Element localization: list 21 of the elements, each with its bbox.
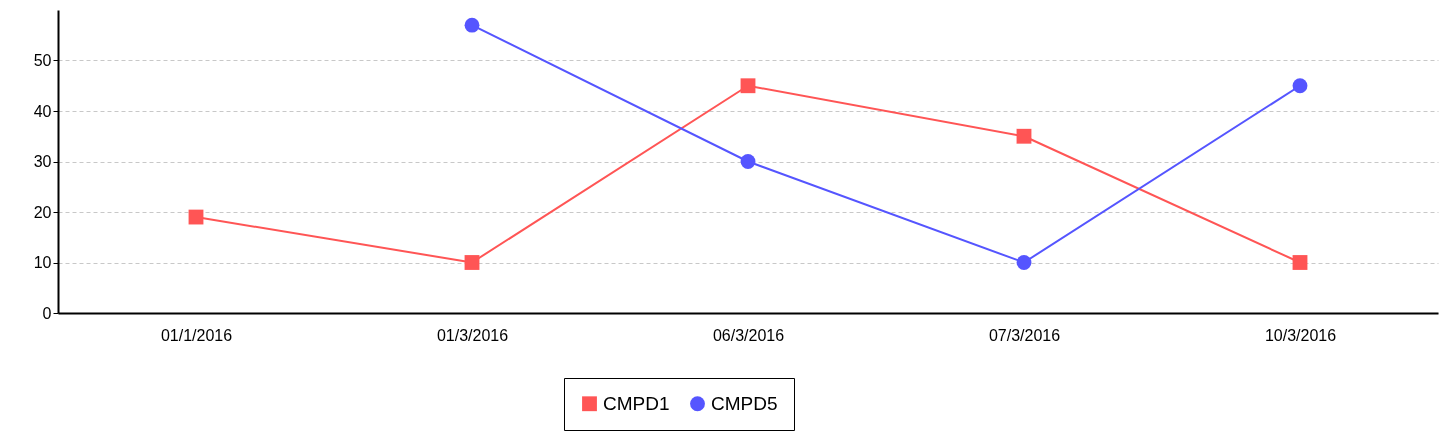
y-tick-label: 30: [33, 153, 52, 170]
y-tick-label: 50: [33, 52, 52, 69]
x-tick-label: 06/3/2016: [712, 326, 785, 344]
point: [1292, 255, 1308, 270]
x-tick-label: 10/3/2016: [1264, 326, 1337, 344]
point: [1016, 128, 1032, 144]
x-tick-label: 01/3/2016: [436, 326, 509, 344]
y-tick-label: 0: [42, 304, 52, 322]
point: [464, 17, 480, 33]
point: [740, 154, 756, 169]
x-tick-label: 01/1/2016: [160, 326, 233, 344]
point: [464, 255, 480, 270]
point: [1016, 255, 1032, 270]
x-tick-label: 07/3/2016: [988, 326, 1061, 344]
point: [740, 78, 756, 94]
y-tick-label: 20: [33, 203, 52, 221]
y-tick-label: 40: [33, 102, 52, 120]
legend-label: CMPD5: [711, 392, 778, 414]
point: [1292, 78, 1308, 94]
y-tick-label: 10: [33, 254, 52, 271]
legend-label: CMPD1: [603, 392, 670, 414]
